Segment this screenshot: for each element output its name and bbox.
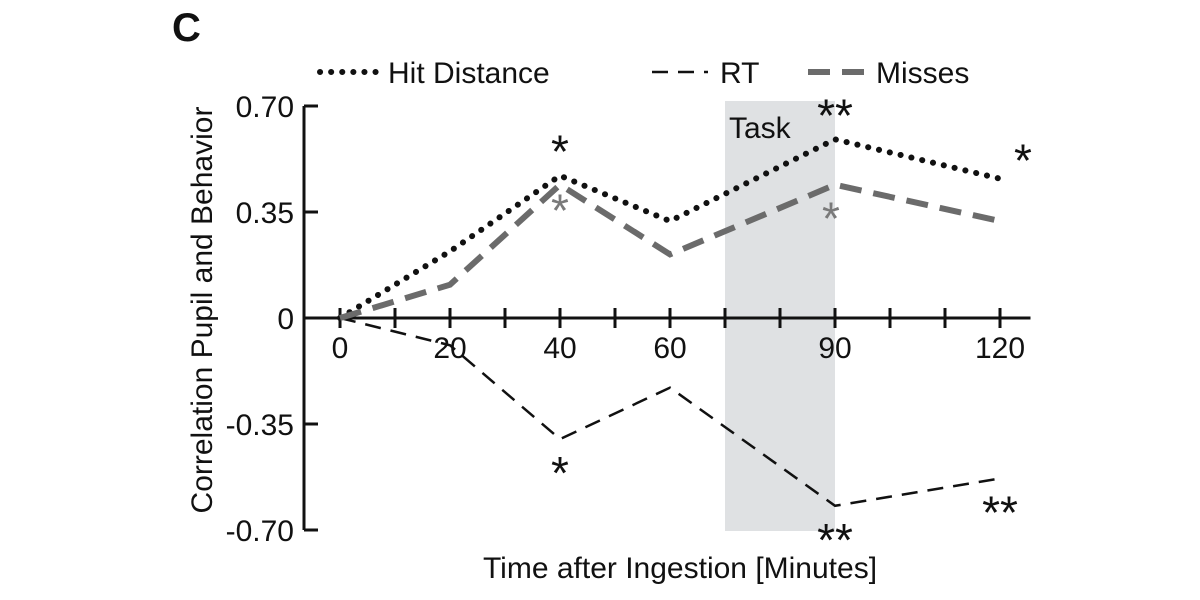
significance-marker: * [551, 185, 569, 237]
axes-layer: 0.70 0.35 0 -0.35 -0.70 0 20 40 60 90 120 [226, 91, 1031, 548]
x-axis-label: Time after Ingestion [Minutes] [483, 552, 877, 585]
panel-label: C [172, 6, 201, 50]
y-tick-label: -0.70 [226, 515, 294, 548]
legend-label-misses: Misses [876, 57, 969, 90]
series-line-misses [339, 180, 1001, 321]
y-tick-label: 0.70 [236, 91, 294, 124]
x-tick-label: 0 [332, 332, 349, 365]
x-tick-label: 40 [543, 332, 576, 365]
significance-marker: ** [817, 89, 853, 141]
significance-marker: ** [982, 487, 1018, 539]
x-tick-label: 60 [653, 332, 686, 365]
x-tick-label: 90 [818, 332, 851, 365]
significance-marker: * [822, 193, 840, 245]
significance-layer: ********** * [551, 89, 1032, 565]
series-line-rt [339, 316, 1001, 508]
y-axis-label: Correlation Pupil and Behavior [186, 107, 219, 514]
x-tick-label: 20 [433, 332, 466, 365]
task-region-label: Task [729, 112, 792, 145]
significance-marker: ** [817, 514, 853, 566]
axis-label-layer: Time after Ingestion [Minutes] Correlatio… [186, 107, 877, 585]
significance-marker: * [551, 126, 569, 178]
legend-label-rt: RT [720, 57, 759, 90]
legend-layer: Hit Distance RT Misses [317, 57, 969, 90]
x-tick-label: 120 [975, 332, 1025, 365]
y-tick-label: 0.35 [236, 197, 294, 230]
significance-marker: * [1014, 135, 1032, 187]
significance-marker: * [551, 447, 569, 499]
series-layer [337, 136, 1003, 508]
series-line-hit-distance [337, 136, 1003, 321]
legend-label-hit-distance: Hit Distance [388, 57, 550, 90]
y-tick-label: 0 [277, 303, 294, 336]
y-tick-label: -0.35 [226, 409, 294, 442]
